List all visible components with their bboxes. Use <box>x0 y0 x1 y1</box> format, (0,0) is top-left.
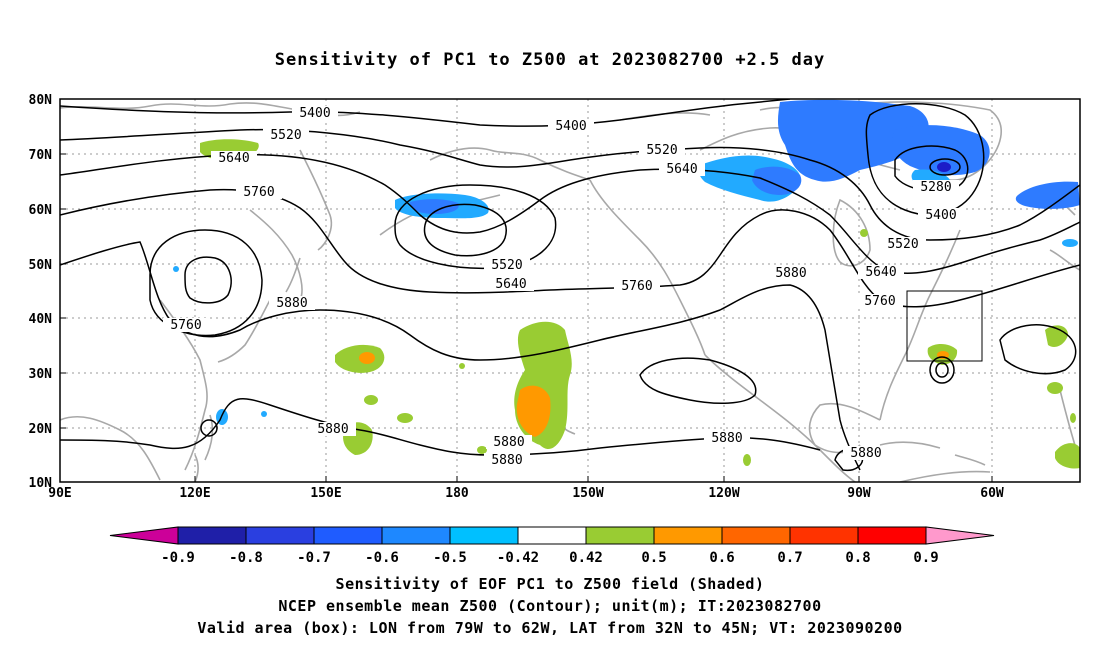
contour-label-5760: 5760 <box>170 318 201 333</box>
colorbar-swatch <box>449 526 519 545</box>
contour-label-5400: 5400 <box>925 208 956 223</box>
contour-label-5280: 5280 <box>920 180 951 195</box>
colorbar-label: 0.6 <box>709 550 734 566</box>
contour-label-5640: 5640 <box>218 151 249 166</box>
shading-positive <box>364 395 378 405</box>
caption-shading: Sensitivity of EOF PC1 to Z500 field (Sh… <box>335 575 765 593</box>
shading-negative <box>410 199 459 214</box>
colorbar-label: 0.8 <box>845 550 870 566</box>
colorbar-swatch <box>585 526 655 545</box>
colorbar-swatch <box>245 526 315 545</box>
shading-positive <box>459 363 465 369</box>
contour-label-5520: 5520 <box>646 143 677 158</box>
caption-valid-area: Valid area (box): LON from 79W to 62W, L… <box>197 619 903 637</box>
colorbar-label: -0.7 <box>297 550 331 566</box>
contour-label-5760: 5760 <box>864 294 895 309</box>
contour-label-5760: 5760 <box>243 185 274 200</box>
contour-label-5400: 5400 <box>555 119 586 134</box>
contour-label-5520: 5520 <box>491 258 522 273</box>
graticule <box>60 99 1080 482</box>
colorbar-min-arrow <box>109 526 179 545</box>
contour-label-5880: 5880 <box>491 453 522 468</box>
colorbar-label: -0.6 <box>365 550 399 566</box>
contour-label-5640: 5640 <box>666 162 697 177</box>
lat-tick-label: 80N <box>29 93 53 108</box>
contour-labels: 5400 5400 5520 5520 5640 5640 5760 5280 … <box>163 106 964 468</box>
lat-tick-label: 60N <box>29 203 53 218</box>
contour-label-5880: 5880 <box>493 435 524 450</box>
shading-positive <box>397 413 413 423</box>
lat-tick-label: 20N <box>29 422 53 437</box>
lon-tick-label: 150E <box>310 486 341 501</box>
shading-positive <box>516 385 551 437</box>
colorbar-label: -0.5 <box>433 550 467 566</box>
contour-label-5880: 5880 <box>276 296 307 311</box>
lat-tick-label: 50N <box>29 258 53 273</box>
lat-tick-label: 70N <box>29 148 53 163</box>
lon-tick-label: 60W <box>980 486 1004 501</box>
colorbar-labels: -0.9 -0.8 -0.7 -0.6 -0.5 -0.42 0.42 0.5 0.6 0.7 0.… <box>161 550 939 566</box>
valid-area-box <box>906 290 983 362</box>
colorbar-swatch <box>789 526 859 545</box>
tick-marks <box>60 153 993 482</box>
lon-axis: 90E 120E 150E 180 150W 120W 90W 60W <box>48 486 1004 501</box>
colorbar-swatch <box>517 526 587 545</box>
colorbar-swatch <box>177 526 247 545</box>
shading-negative <box>1015 181 1080 209</box>
shading-positive <box>1055 443 1080 469</box>
contour-label-5520: 5520 <box>887 237 918 252</box>
colorbar-label: -0.8 <box>229 550 263 566</box>
shading-negative <box>1062 239 1078 247</box>
shading-negative <box>173 266 179 272</box>
shading-deep-negative <box>937 162 951 172</box>
contour-label-5400: 5400 <box>299 106 330 121</box>
shading-negative <box>892 125 990 176</box>
colorbar-label: -0.42 <box>497 550 539 566</box>
lat-tick-label: 30N <box>29 367 53 382</box>
colorbar-label: 0.42 <box>569 550 603 566</box>
colorbar-swatch <box>721 526 791 545</box>
colorbar-label: 0.5 <box>641 550 666 566</box>
lon-tick-label: 120E <box>179 486 210 501</box>
contour-label-5880: 5880 <box>850 446 881 461</box>
caption-contour: NCEP ensemble mean Z500 (Contour); unit(… <box>278 597 822 615</box>
shading-negative <box>752 166 802 195</box>
shading-negative <box>261 411 267 417</box>
contour-label-5640: 5640 <box>495 277 526 292</box>
shading-positive <box>1070 413 1076 423</box>
lon-tick-label: 180 <box>445 486 469 501</box>
lon-tick-label: 90W <box>847 486 871 501</box>
lat-axis: 80N 70N 60N 50N 40N 30N 20N 10N <box>29 93 53 491</box>
contour-label-5520: 5520 <box>270 128 301 143</box>
colorbar-max-arrow <box>925 526 995 545</box>
colorbar-swatch <box>857 526 927 545</box>
lat-tick-label: 10N <box>29 476 53 491</box>
colorbar-label: 0.9 <box>913 550 938 566</box>
contour-label-5880: 5880 <box>317 422 348 437</box>
contour-label-5880: 5880 <box>711 431 742 446</box>
colorbar-swatch <box>313 526 383 545</box>
lon-tick-label: 150W <box>572 486 603 501</box>
shading-positive <box>359 352 375 364</box>
contour-label-5640: 5640 <box>865 265 896 280</box>
colorbar-swatch <box>381 526 451 545</box>
colorbar-swatch <box>653 526 723 545</box>
colorbar-label: -0.9 <box>161 550 195 566</box>
contour-label-5760: 5760 <box>621 279 652 294</box>
shading-positive <box>1047 382 1063 394</box>
shading-positive <box>743 454 751 466</box>
contour-label-5880: 5880 <box>775 266 806 281</box>
colorbar-label: 0.7 <box>777 550 802 566</box>
plot-frame <box>59 98 1081 483</box>
shading-positive <box>477 446 487 454</box>
map-title: Sensitivity of PC1 to Z500 at 2023082700… <box>274 50 826 70</box>
sensitivity-map: 5400 5400 5520 5520 5640 5640 5760 5280 … <box>29 93 1081 566</box>
lat-tick-label: 40N <box>29 312 53 327</box>
lon-tick-label: 120W <box>708 486 739 501</box>
shading-positive <box>860 229 868 237</box>
colorbar <box>109 526 995 545</box>
lon-tick-label: 90E <box>48 486 71 501</box>
